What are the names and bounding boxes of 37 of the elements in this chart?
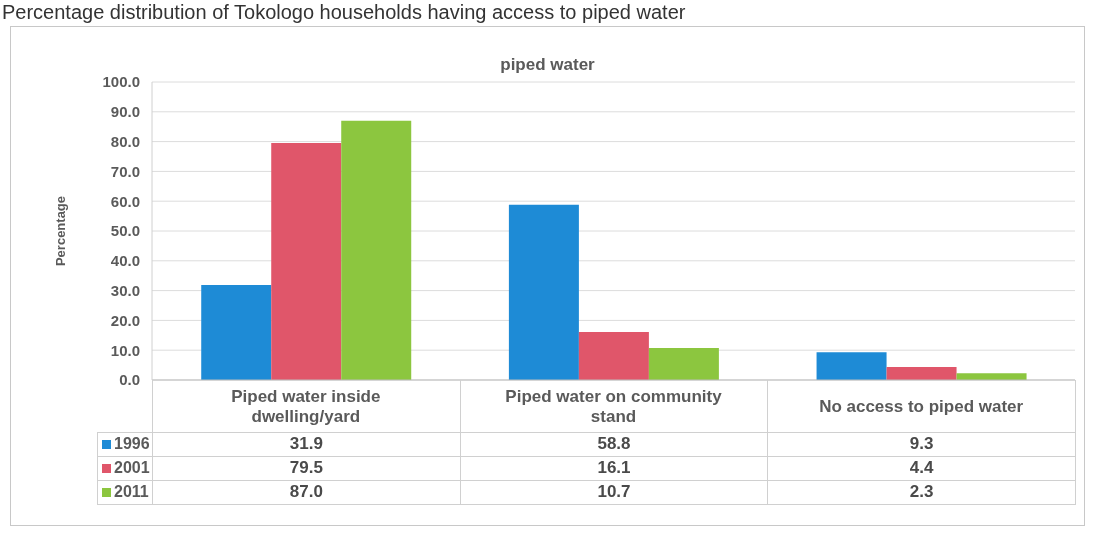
y-tick-label: 90.0 [110, 103, 140, 121]
y-tick-label: 80.0 [110, 132, 140, 150]
data-label: 9.3 [767, 432, 1076, 456]
legend-label: 2001 [114, 459, 150, 478]
data-label: 4.4 [767, 456, 1076, 480]
y-tick-label: 30.0 [110, 281, 140, 299]
bar [508, 204, 579, 380]
bar [816, 352, 887, 380]
x-tick-label: Piped water inside dwelling/yard [231, 387, 381, 426]
y-tick-label: 10.0 [110, 341, 140, 359]
legend-label: 1996 [114, 435, 150, 454]
y-tick-label: 20.0 [110, 311, 140, 329]
data-label: 58.8 [460, 432, 768, 456]
y-tick-label: 0.0 [119, 371, 140, 389]
legend-label: 2011 [114, 483, 149, 502]
x-tick-label: No access to piped water [819, 397, 1024, 416]
chart-subtitle: piped water [500, 55, 595, 74]
data-label: 31.9 [152, 432, 461, 456]
x-tick-label: Piped water on community stand [505, 387, 723, 426]
bar [271, 143, 342, 380]
y-tick-label: 70.0 [110, 162, 140, 180]
data-label: 16.1 [460, 456, 768, 480]
bar [578, 332, 649, 380]
data-label: 87.0 [152, 480, 461, 504]
bar [341, 120, 412, 380]
y-tick-label: 100.0 [102, 73, 140, 91]
y-tick-label: 50.0 [110, 222, 140, 240]
chart-title: Percentage distribution of Tokologo households having access to piped water [2, 0, 686, 24]
y-tick-label: 40.0 [110, 252, 140, 270]
bar [201, 284, 272, 380]
data-label: 79.5 [152, 456, 461, 480]
y-axis-title: Percentage [52, 195, 68, 267]
bar [886, 366, 957, 380]
data-label: 10.7 [460, 480, 768, 504]
bar [648, 348, 719, 380]
data-label: 2.3 [767, 480, 1076, 504]
y-tick-label: 60.0 [110, 192, 140, 210]
